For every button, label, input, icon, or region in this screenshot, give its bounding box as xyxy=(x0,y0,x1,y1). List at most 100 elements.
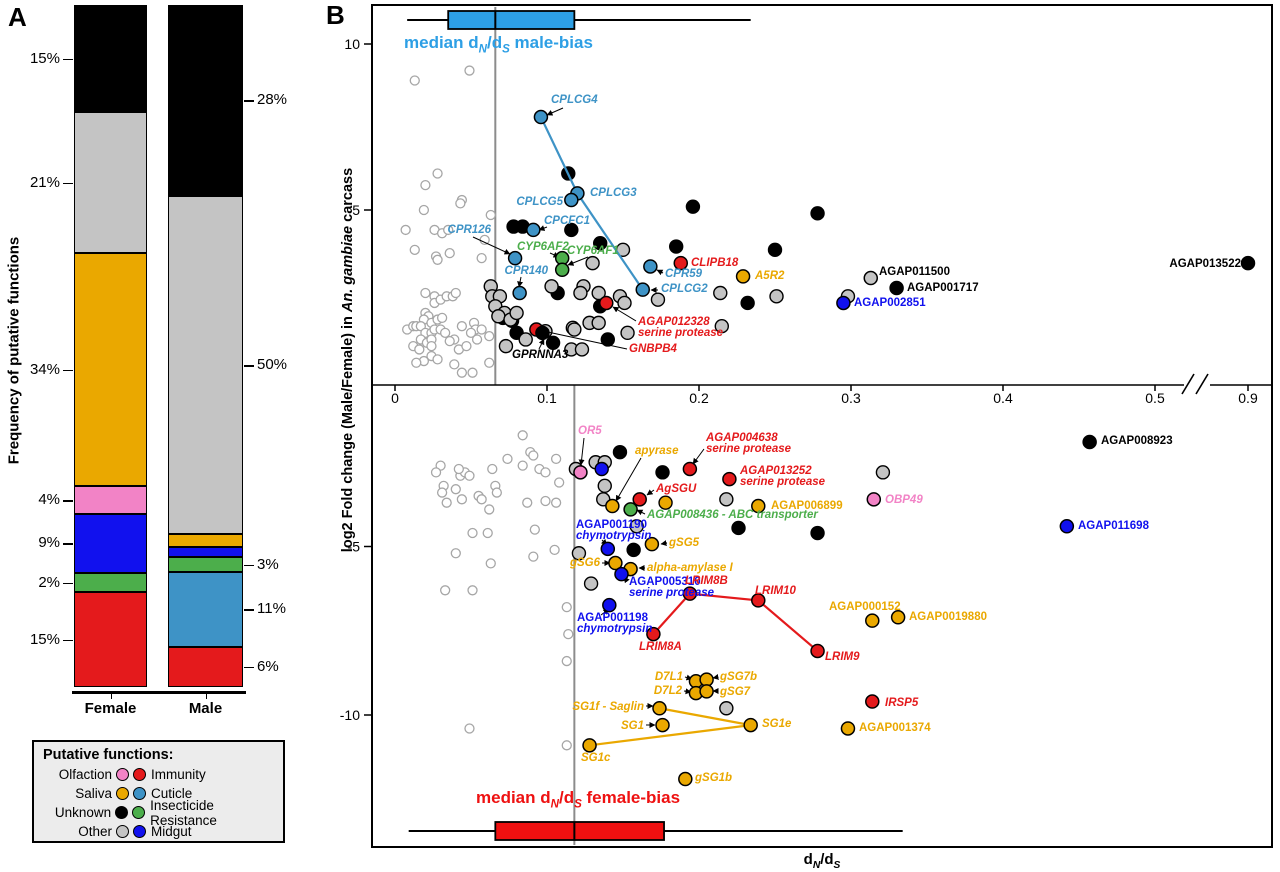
point-label: CPLCG2 xyxy=(661,283,708,295)
background-point xyxy=(529,524,540,535)
point-label: AGAP000152 xyxy=(829,601,901,613)
percent-callout-tick xyxy=(63,639,73,642)
legend-dot-sa xyxy=(116,787,129,800)
data-point xyxy=(865,613,880,628)
point-label: CPR59 xyxy=(665,268,703,280)
data-point xyxy=(714,319,729,334)
point-label: SG1 xyxy=(621,720,644,732)
background-point xyxy=(550,453,562,465)
background-point xyxy=(456,494,468,505)
x-tick-label: 0.2 xyxy=(689,390,709,406)
data-point xyxy=(583,576,599,591)
background-point xyxy=(430,467,442,478)
x-tick-label: 0.4 xyxy=(993,390,1013,406)
data-point xyxy=(498,338,514,354)
point-label: gSG6 xyxy=(569,557,601,569)
data-point xyxy=(554,262,570,278)
point-label: AGAP013522 xyxy=(1169,258,1241,270)
background-point xyxy=(540,467,551,478)
percent-label: 4% xyxy=(38,491,60,509)
background-point xyxy=(456,321,468,332)
bar-segment-male-ot xyxy=(168,195,243,535)
data-point xyxy=(509,305,524,321)
data-point xyxy=(751,593,766,608)
point-label: gSG7b xyxy=(719,671,757,683)
data-point xyxy=(719,701,734,716)
background-point xyxy=(484,504,495,515)
legend-dot-ir xyxy=(132,806,146,819)
label-leader-line xyxy=(656,269,664,276)
panel-b-y-axis-title: log2 Fold change (Male/Female) in An. ga… xyxy=(340,167,356,553)
point-label: LRIM8B xyxy=(685,575,728,587)
y-tick-label: -5 xyxy=(348,539,361,555)
legend-dot-mi xyxy=(133,825,146,838)
data-point xyxy=(751,498,766,514)
background-point xyxy=(464,723,475,734)
data-point xyxy=(685,199,701,214)
data-point xyxy=(602,597,617,613)
percent-label: 34% xyxy=(29,360,60,378)
bar-segment-male-cu xyxy=(168,571,243,647)
background-point xyxy=(554,477,565,488)
point-label: AGAP002851 xyxy=(854,297,926,309)
percent-label: 9% xyxy=(38,534,60,552)
percent-callout-tick xyxy=(244,564,254,567)
data-point xyxy=(507,250,523,266)
label-leader-line xyxy=(517,276,524,288)
background-point xyxy=(487,463,498,475)
background-point xyxy=(449,359,460,370)
data-point xyxy=(623,502,638,517)
y-tick-label: 10 xyxy=(344,36,360,52)
median-male-bias-label: median dN/dS male-bias xyxy=(404,33,593,56)
bar-segment-male-sa xyxy=(168,534,243,548)
point-label: IRSP5 xyxy=(885,697,919,709)
data-point xyxy=(719,492,734,507)
data-point xyxy=(629,519,644,534)
background-point xyxy=(420,179,431,191)
data-point xyxy=(678,771,693,787)
percent-label: 11% xyxy=(257,600,286,618)
data-point xyxy=(646,626,661,642)
data-point xyxy=(571,546,587,561)
background-point xyxy=(563,628,574,640)
data-point xyxy=(1240,255,1256,271)
percent-label: 3% xyxy=(257,555,279,573)
label-leader-line xyxy=(615,457,642,502)
background-point xyxy=(476,324,487,335)
point-label: LRIM8A xyxy=(639,641,682,653)
data-point xyxy=(644,536,660,552)
background-point xyxy=(517,430,528,441)
data-point xyxy=(740,295,755,311)
point-label: gSG7 xyxy=(719,686,751,698)
background-point xyxy=(528,450,539,461)
label-leader-line xyxy=(646,489,655,496)
data-point xyxy=(889,280,904,296)
data-point xyxy=(564,222,579,238)
data-point xyxy=(617,295,632,311)
point-label: AGAP008923 xyxy=(1101,435,1173,447)
connector-line xyxy=(652,592,819,652)
label-leader-line xyxy=(712,673,719,680)
point-label: AGAP001198 xyxy=(577,612,649,624)
data-point xyxy=(650,292,666,307)
point-label: LRIM10 xyxy=(755,585,797,597)
data-point xyxy=(810,525,825,541)
legend-label-midgut: Midgut xyxy=(151,824,192,839)
bar-segment-female-mi xyxy=(74,513,147,574)
background-point xyxy=(432,254,443,265)
background-point xyxy=(409,75,420,86)
background-point xyxy=(436,487,448,498)
legend-row: Olfaction Immunity xyxy=(34,765,283,784)
point-label: OBP49 xyxy=(885,494,923,506)
point-label: AGAP011698 xyxy=(1078,520,1150,532)
legend-label-unknown: Unknown xyxy=(54,805,112,820)
point-label: AGAP0019880 xyxy=(909,611,987,623)
background-point xyxy=(467,527,478,539)
x-tick-label: 0.1 xyxy=(537,390,557,406)
point-label: AGAP006899 xyxy=(771,500,843,512)
point-label: AGAP012328 xyxy=(637,316,710,328)
background-point xyxy=(432,168,443,179)
legend-row: Unknown Insecticide Resistance xyxy=(34,798,283,828)
plot-border xyxy=(371,4,1273,848)
